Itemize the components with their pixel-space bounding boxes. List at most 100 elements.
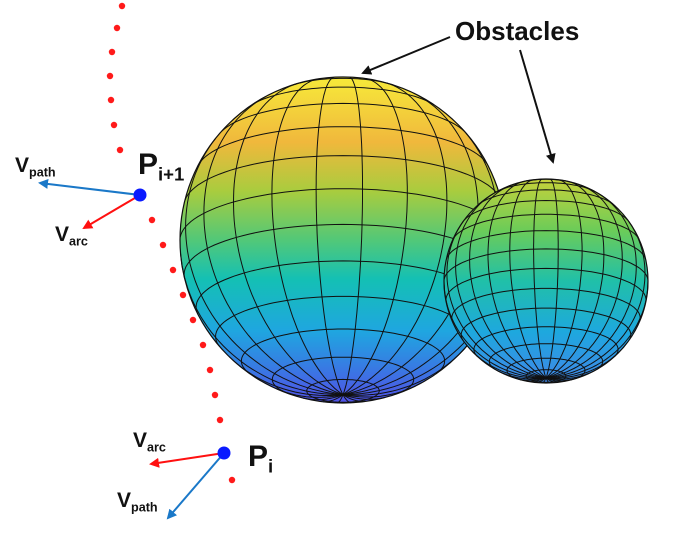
v-arc-arrow-next	[82, 194, 141, 230]
point-label-current: Pi	[248, 442, 273, 476]
sphere-grid-line	[336, 394, 344, 404]
vector-label-sub: path	[131, 500, 158, 515]
obstacle-sphere-small	[443, 178, 649, 384]
sphere-grid-line	[443, 284, 547, 379]
v-arc-arrow-curr	[149, 452, 225, 468]
vector-label-main: V	[117, 489, 132, 512]
v-arc-label-next: Varc	[55, 224, 88, 248]
sphere-grid-line	[534, 377, 547, 383]
v-path-arrow-next	[38, 178, 141, 196]
path-dot	[148, 216, 156, 224]
path-dot	[179, 291, 187, 299]
sphere-grid-line	[292, 77, 394, 86]
sphere-grid-line	[342, 78, 408, 396]
point-label-next: Pi+1	[138, 150, 184, 184]
sphere-grid-line	[488, 343, 604, 371]
waypoint-next	[133, 188, 147, 202]
sphere-grid-line	[460, 307, 632, 341]
path-dot	[107, 96, 115, 104]
v-path-label-current: Vpath	[117, 490, 158, 514]
path-dot	[189, 316, 197, 324]
path-dot	[159, 241, 167, 249]
point-label-main: P	[248, 440, 269, 473]
vector-label-sub: path	[29, 165, 56, 180]
sphere-grid-line	[443, 248, 649, 282]
sphere-grid-line	[323, 394, 344, 403]
path-dot	[106, 72, 114, 80]
path-dot	[228, 476, 236, 484]
sphere-grid-line	[545, 180, 605, 379]
sphere-grid-line	[545, 369, 597, 380]
sphere-grid-line	[469, 184, 547, 379]
sphere-grid-line	[228, 356, 344, 396]
sphere-grid-line	[545, 377, 550, 384]
point-label-sub: i	[268, 455, 274, 477]
sphere-grid-line	[315, 76, 344, 395]
sphere-grid-line	[198, 126, 488, 164]
sphere-grid-line	[455, 193, 547, 379]
waypoint-current	[217, 446, 231, 460]
sphere-grid-line	[303, 394, 344, 401]
vector-label-sub: arc	[147, 440, 166, 455]
sphere-grid-line	[276, 388, 344, 398]
sphere-grid-line	[342, 394, 365, 402]
sphere-grid-line	[342, 394, 385, 400]
sphere-grid-line	[495, 369, 547, 380]
sphere-grid-line	[478, 189, 614, 205]
obstacles-label: Obstacles	[455, 16, 580, 46]
sphere-grid-line	[342, 385, 416, 398]
path-dot	[110, 121, 118, 129]
sphere-grid-line	[446, 220, 547, 379]
path-dot	[116, 146, 124, 154]
sphere-grid-line	[221, 102, 465, 132]
sphere-grid-line	[446, 230, 646, 260]
point-label-main: P	[138, 148, 159, 181]
sphere-grid-line	[342, 345, 467, 396]
vector-label-main: V	[55, 223, 70, 246]
sphere-grid-line	[185, 137, 344, 396]
sphere-grid-line	[545, 179, 583, 379]
sphere-grid-line	[509, 179, 547, 379]
path-dot	[211, 391, 219, 399]
vector-label-sub: arc	[69, 234, 88, 249]
v-arc-label-current: Varc	[133, 430, 166, 454]
sphere-grid-line	[496, 182, 596, 193]
sphere-grid-line	[545, 377, 567, 382]
v-path-label-next: Vpath	[15, 155, 56, 179]
sphere-grid-line	[525, 377, 547, 382]
sphere-grid-line	[506, 357, 586, 381]
sphere-grid-line	[240, 328, 446, 375]
sphere-grid-line	[545, 220, 646, 379]
sphere-grid-line	[487, 180, 547, 379]
sphere-grid-line	[545, 377, 558, 383]
sphere-grid-line	[342, 394, 352, 404]
sphere-grid-line	[271, 78, 344, 396]
sphere-grid-line	[545, 178, 559, 378]
path-dot	[108, 48, 116, 56]
obstacles-pointer-arrow-large	[361, 36, 451, 75]
sphere-grid-line	[545, 193, 637, 379]
sphere-grid-line	[542, 377, 547, 384]
sphere-grid-line	[545, 377, 579, 381]
sphere-grid-line	[452, 213, 640, 240]
path-dot	[216, 416, 224, 424]
sphere-grid-line	[451, 287, 641, 322]
path-dot	[169, 266, 177, 274]
path-dot	[113, 24, 121, 32]
sphere-grid-line	[545, 184, 623, 379]
sphere-grid-line	[463, 199, 629, 221]
point-label-sub: i+1	[158, 163, 185, 185]
sphere-grid-line	[533, 178, 547, 378]
sphere-grid-line	[545, 343, 627, 379]
sphere-grid-line	[203, 96, 344, 396]
sphere-grid-line	[545, 280, 649, 379]
obstacles-pointer-arrow-small	[519, 49, 556, 164]
path-dot	[199, 341, 207, 349]
path-dots	[106, 2, 236, 484]
sphere-grid-line	[473, 326, 619, 357]
sphere-grid-line	[232, 83, 344, 396]
vector-label-main: V	[15, 154, 30, 177]
v-path-arrow-curr	[166, 452, 225, 520]
